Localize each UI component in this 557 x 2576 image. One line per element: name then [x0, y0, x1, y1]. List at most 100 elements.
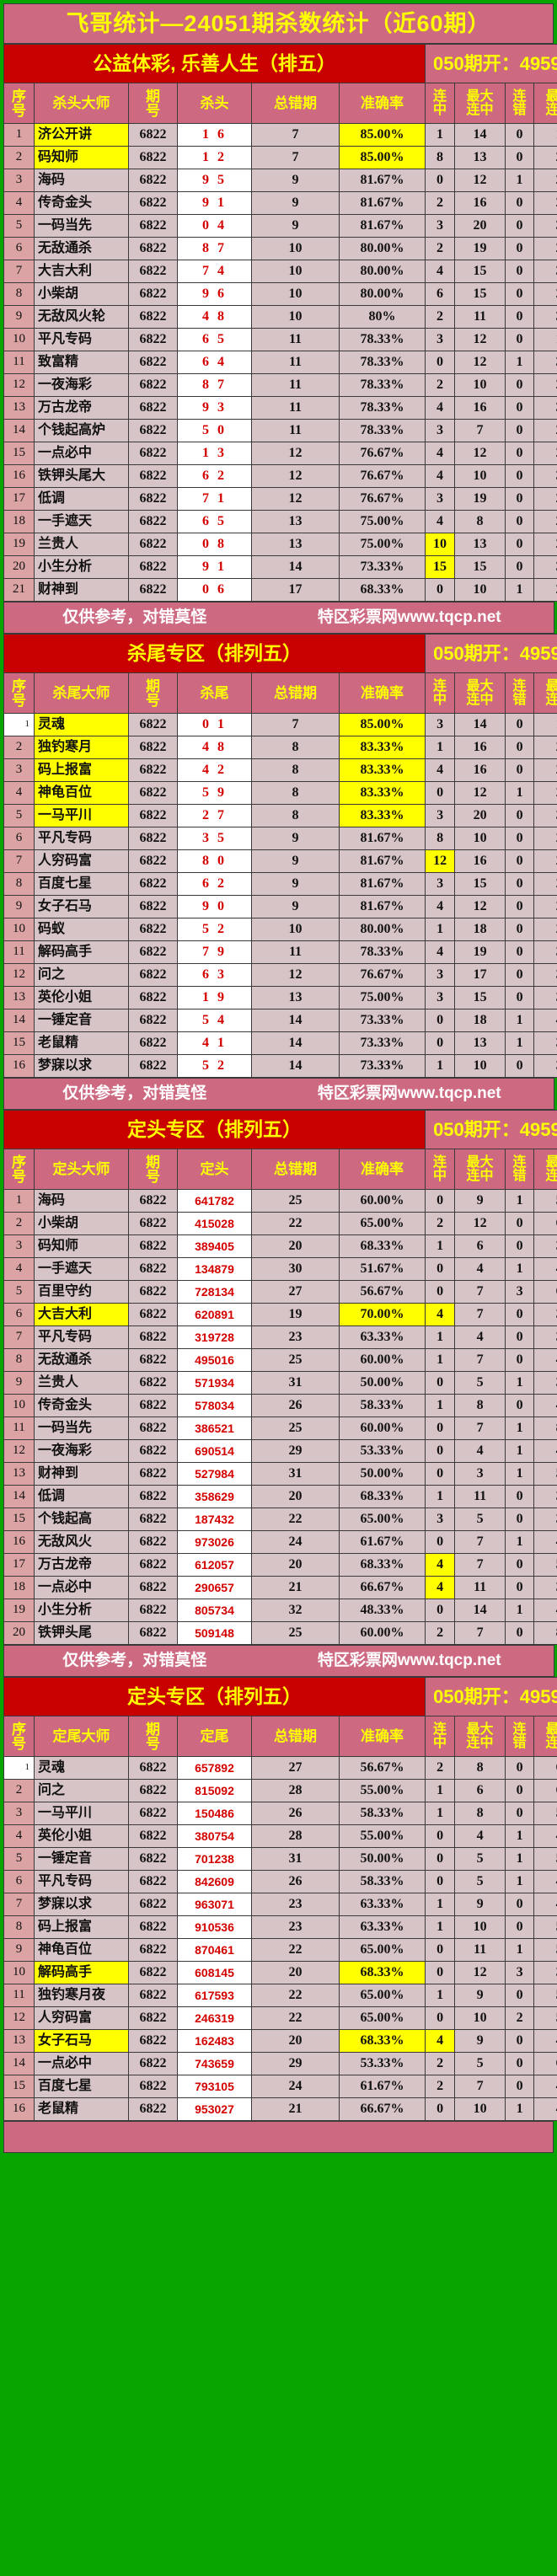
master-name[interactable]: 一码当先 [34, 1417, 129, 1440]
site-link[interactable]: 特区彩票网www.tqcp.net [265, 602, 554, 634]
master-name[interactable]: 无敌通杀 [34, 237, 129, 260]
master-name[interactable]: 低调 [34, 487, 129, 511]
master-name[interactable]: 无敌风火 [34, 1530, 129, 1554]
master-name[interactable]: 传奇金头 [34, 191, 129, 215]
master-name[interactable]: 女子石马 [34, 895, 129, 918]
master-name[interactable]: 神龟百位 [34, 781, 129, 805]
site-link[interactable]: 特区彩票网www.tqcp.net [265, 1645, 554, 1677]
master-name[interactable]: 独钓寒月夜 [34, 1984, 129, 2007]
master-name[interactable]: 一码当先 [34, 214, 129, 238]
master-name[interactable]: 海码 [34, 169, 129, 192]
master-name[interactable]: 神龟百位 [34, 1938, 129, 1962]
master-name[interactable]: 一点必中 [34, 2052, 129, 2075]
master-name[interactable]: 女子石马 [34, 2029, 129, 2053]
master-name[interactable]: 一手遮天 [34, 510, 129, 533]
master-name[interactable]: 平凡专码 [34, 1870, 129, 1893]
master-name[interactable]: 百度七星 [34, 872, 129, 896]
master-name[interactable]: 大吉大利 [34, 260, 129, 283]
master-name[interactable]: 一马平川 [34, 1802, 129, 1825]
master-name[interactable]: 致富精 [34, 351, 129, 374]
master-name[interactable]: 传奇金头 [34, 1394, 129, 1417]
master-name[interactable]: 铁钾头尾大 [34, 464, 129, 488]
master-name[interactable]: 人穷码富 [34, 2006, 129, 2030]
master-name[interactable]: 大吉大利 [34, 1303, 129, 1326]
master-name[interactable]: 兰贵人 [34, 1371, 129, 1395]
master-name[interactable]: 码知师 [34, 146, 129, 169]
master-name[interactable]: 平凡专码 [34, 1325, 129, 1349]
master-name[interactable]: 小生分析 [34, 1599, 129, 1622]
master-name[interactable]: 海码 [34, 1189, 129, 1213]
master-name[interactable]: 码蚁 [34, 918, 129, 941]
master-name[interactable]: 码上报富 [34, 1915, 129, 1939]
master-name[interactable]: 铁钾头尾 [34, 1621, 129, 1645]
master-name[interactable]: 英伦小姐 [34, 1824, 129, 1848]
master-name[interactable]: 解码高手 [34, 940, 129, 964]
master-name[interactable]: 人穷码富 [34, 849, 129, 873]
master-name[interactable]: 济公开讲 [34, 123, 129, 147]
master-name[interactable]: 兰贵人 [34, 533, 129, 556]
master-name[interactable]: 一锤定音 [34, 1847, 129, 1871]
master-name[interactable]: 梦寐以求 [34, 1893, 129, 1916]
master-name[interactable]: 一点必中 [34, 1576, 129, 1599]
master-name[interactable]: 百里守约 [34, 1280, 129, 1304]
master-name[interactable]: 低调 [34, 1485, 129, 1508]
master-name[interactable]: 平凡专码 [34, 827, 129, 850]
master-name[interactable]: 无敌通杀 [34, 1348, 129, 1372]
master-name[interactable]: 独钓寒月 [34, 736, 129, 759]
master-name[interactable]: 一夜海彩 [34, 373, 129, 397]
master-name[interactable]: 财神到 [34, 1462, 129, 1486]
master-name[interactable]: 问之 [34, 1779, 129, 1802]
master-name[interactable]: 梦寐以求 [34, 1054, 129, 1078]
master-name[interactable]: 一马平川 [34, 804, 129, 827]
master-name[interactable]: 个钱起高炉 [34, 419, 129, 442]
master-name[interactable]: 万古龙帝 [34, 1553, 129, 1577]
